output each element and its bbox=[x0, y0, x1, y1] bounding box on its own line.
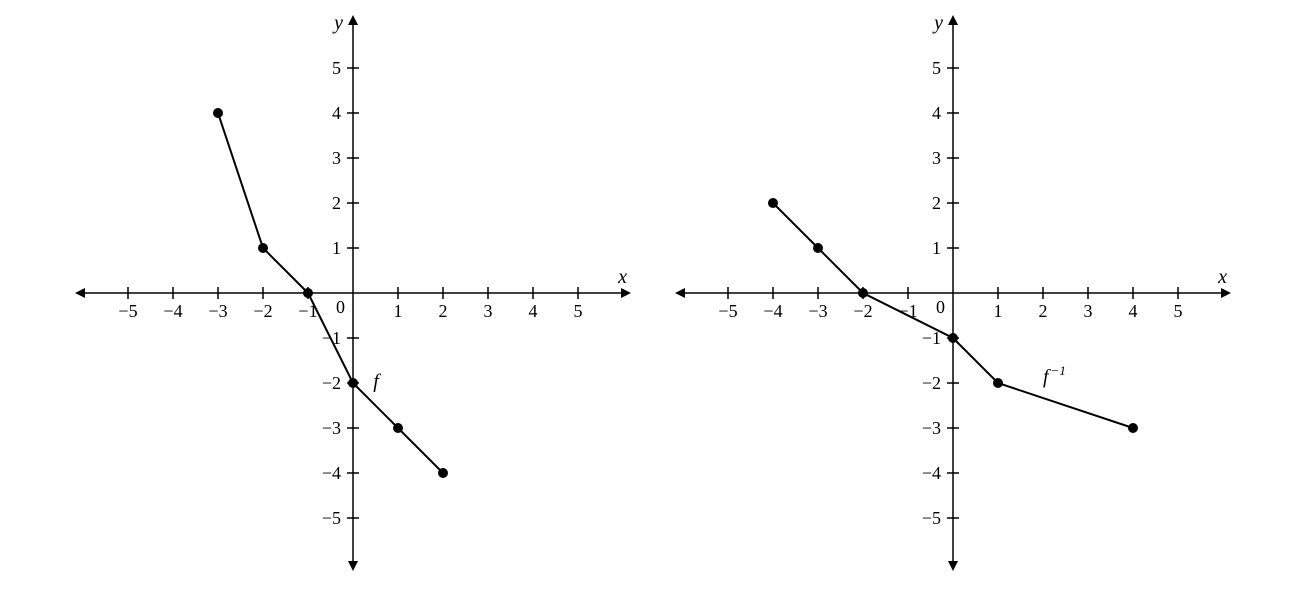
x-tick-label: 5 bbox=[1173, 301, 1182, 321]
x-tick-label: 2 bbox=[438, 301, 447, 321]
function-label: f−1 bbox=[1043, 363, 1066, 388]
y-tick-label: 1 bbox=[932, 238, 941, 258]
function-label: f bbox=[373, 370, 381, 392]
x-tick-label: 4 bbox=[528, 301, 537, 321]
data-point bbox=[393, 423, 403, 433]
y-tick-label: −3 bbox=[321, 418, 340, 438]
x-tick-label: −5 bbox=[118, 301, 137, 321]
y-tick-label: −2 bbox=[321, 373, 340, 393]
data-point bbox=[1128, 423, 1138, 433]
data-point bbox=[813, 243, 823, 253]
y-tick-label: −3 bbox=[921, 418, 940, 438]
x-tick-label: −1 bbox=[298, 301, 317, 321]
y-tick-label: −2 bbox=[921, 373, 940, 393]
y-tick-label: −5 bbox=[921, 508, 940, 528]
y-tick-label: 2 bbox=[932, 193, 941, 213]
y-tick-label: 5 bbox=[932, 58, 941, 78]
origin-label: 0 bbox=[336, 297, 345, 317]
data-point bbox=[768, 198, 778, 208]
origin-label: 0 bbox=[936, 297, 945, 317]
x-tick-label: −4 bbox=[163, 301, 182, 321]
y-tick-label: −4 bbox=[321, 463, 340, 483]
x-tick-label: −5 bbox=[718, 301, 737, 321]
x-tick-label: 4 bbox=[1128, 301, 1137, 321]
data-point bbox=[213, 108, 223, 118]
data-point bbox=[438, 468, 448, 478]
chart-finv-svg: −5−4−3−2−112345−5−4−3−2−1123450xyf−1 bbox=[673, 13, 1233, 573]
y-tick-label: 4 bbox=[932, 103, 941, 123]
x-tick-label: −4 bbox=[763, 301, 782, 321]
data-point bbox=[258, 243, 268, 253]
y-axis-label: y bbox=[332, 13, 343, 34]
data-point bbox=[303, 288, 313, 298]
x-tick-label: −3 bbox=[208, 301, 227, 321]
chart-finv: −5−4−3−2−112345−5−4−3−2−1123450xyf−1 bbox=[673, 13, 1233, 578]
x-tick-label: 5 bbox=[573, 301, 582, 321]
data-point bbox=[993, 378, 1003, 388]
y-tick-label: 4 bbox=[332, 103, 341, 123]
y-tick-label: 3 bbox=[932, 148, 941, 168]
chart-row: −5−4−3−2−112345−5−4−3−2−1123450xyf −5−4−… bbox=[73, 13, 1233, 578]
x-axis-label: x bbox=[1217, 266, 1227, 288]
y-tick-label: 3 bbox=[332, 148, 341, 168]
x-tick-label: −2 bbox=[253, 301, 272, 321]
x-tick-label: 3 bbox=[1083, 301, 1092, 321]
y-tick-label: 5 bbox=[332, 58, 341, 78]
chart-f-svg: −5−4−3−2−112345−5−4−3−2−1123450xyf bbox=[73, 13, 633, 573]
x-axis-label: x bbox=[617, 266, 627, 288]
data-point bbox=[948, 333, 958, 343]
x-tick-label: 1 bbox=[393, 301, 402, 321]
y-tick-label: −5 bbox=[321, 508, 340, 528]
y-tick-label: 2 bbox=[332, 193, 341, 213]
y-axis-label: y bbox=[932, 13, 943, 34]
x-tick-label: −2 bbox=[853, 301, 872, 321]
x-tick-label: −3 bbox=[808, 301, 827, 321]
y-tick-label: 1 bbox=[332, 238, 341, 258]
y-tick-label: −4 bbox=[921, 463, 940, 483]
x-tick-label: 1 bbox=[993, 301, 1002, 321]
data-point bbox=[858, 288, 868, 298]
x-tick-label: 2 bbox=[1038, 301, 1047, 321]
x-tick-label: 3 bbox=[483, 301, 492, 321]
data-point bbox=[348, 378, 358, 388]
chart-f: −5−4−3−2−112345−5−4−3−2−1123450xyf bbox=[73, 13, 633, 578]
